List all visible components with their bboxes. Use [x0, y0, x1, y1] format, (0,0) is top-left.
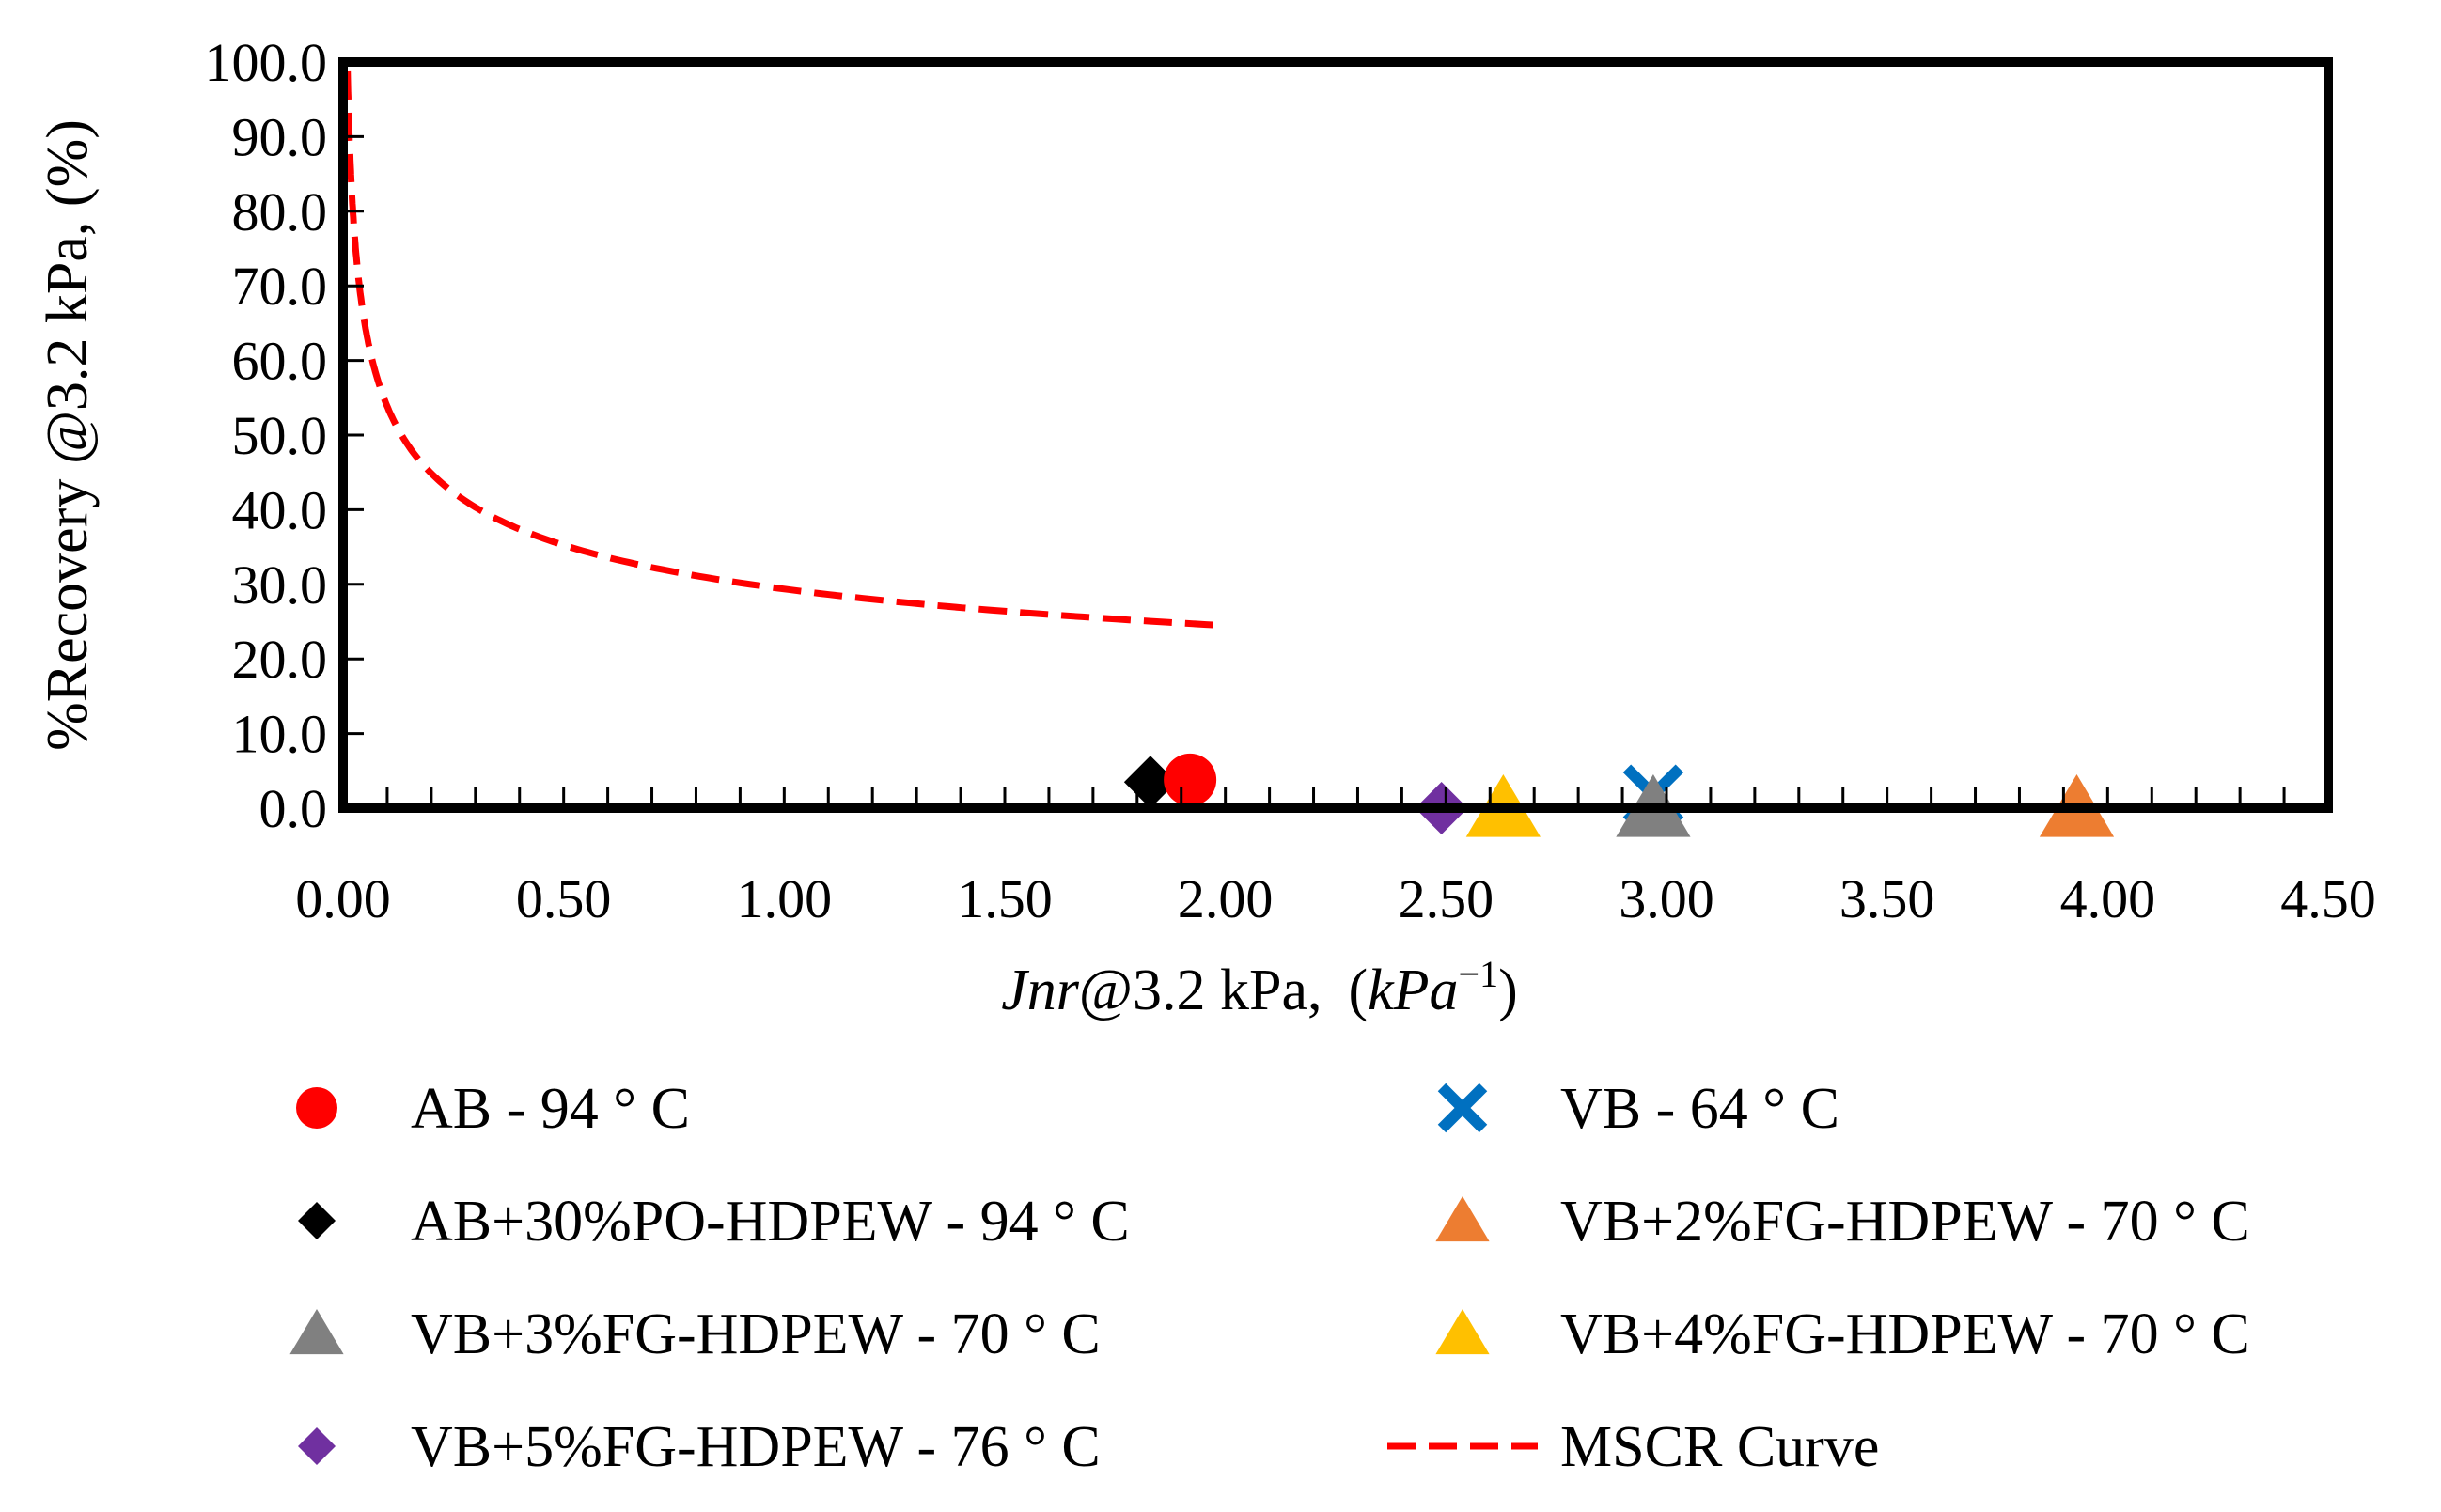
y-tick-label: 30.0: [232, 554, 328, 616]
legend-item: AB+30%PO-HDPEW - 94 ° C: [298, 1190, 1130, 1254]
legend-marker: [1437, 1083, 1488, 1133]
legend-item: AB - 94 ° C: [296, 1077, 690, 1141]
y-tick-label: 70.0: [232, 256, 328, 317]
y-tick-label: 90.0: [232, 106, 328, 167]
marker-ab: [1164, 753, 1217, 806]
x-axis-title: Jnr@3.2 kPa, (kPa−1): [1001, 953, 1518, 1022]
legend: AB - 94 ° C VB - 64 ° C AB+30%PO-HDPEW - 9…: [289, 1077, 2250, 1479]
legend-item: VB+5%FG-HDPEW - 76 ° C: [298, 1415, 1101, 1479]
legend-label: VB+4%FG-HDPEW - 70 ° C: [1560, 1302, 2250, 1366]
y-tick-label: 20.0: [232, 629, 328, 690]
x-tick-label: 1.00: [737, 868, 833, 929]
legend-item: MSCR Curve: [1387, 1415, 1879, 1479]
plot-frame: [338, 57, 2333, 813]
legend-marker: [1435, 1309, 1490, 1355]
mscr-curve-layer: [344, 70, 1226, 630]
y-tick-label: 40.0: [232, 479, 328, 540]
x-tick-label: 3.50: [1839, 868, 1935, 929]
legend-label: VB+5%FG-HDPEW - 76 ° C: [411, 1415, 1101, 1479]
legend-item: VB+4%FG-HDPEW - 70 ° C: [1435, 1302, 2250, 1366]
legend-item: VB+2%FG-HDPEW - 70 ° C: [1435, 1190, 2250, 1254]
legend-item: VB+3%FG-HDPEW - 70 ° C: [289, 1302, 1101, 1366]
x-tick-label: 3.00: [1619, 868, 1714, 929]
legend-marker: [289, 1309, 344, 1355]
legend-item: VB - 64 ° C: [1437, 1077, 1839, 1141]
data-markers-layer: [1123, 753, 2115, 837]
legend-marker: [298, 1427, 336, 1465]
x-tick-label: 1.50: [957, 868, 1053, 929]
x-tick-label: 2.00: [1178, 868, 1274, 929]
legend-marker: [298, 1202, 336, 1239]
y-tick-label: 100.0: [205, 32, 328, 93]
y-tick-label: 50.0: [232, 405, 328, 466]
legend-label: VB+2%FG-HDPEW - 70 ° C: [1560, 1190, 2250, 1254]
legend-label: AB - 94 ° C: [411, 1077, 690, 1141]
x-tick-label: 4.50: [2280, 868, 2376, 929]
y-tick-label: 10.0: [232, 704, 328, 765]
axis-ticks: [341, 60, 2330, 810]
legend-marker: [296, 1087, 337, 1129]
x-tick-label: 0.50: [516, 868, 612, 929]
legend-label: VB - 64 ° C: [1560, 1077, 1839, 1141]
y-tick-labels: 0.0 10.0 20.0 30.0 40.0 50.0 60.0 70.0 80.0 90.0 1…: [205, 32, 328, 839]
x-tick-labels: 0.00 0.50 1.00 1.50 2.00 2.50 3.00 3.50 4.00 4.50: [295, 868, 2376, 929]
y-axis-title: %Recovery @3.2 kPa, (%): [36, 119, 100, 751]
legend-marker: [1435, 1196, 1490, 1242]
y-tick-label: 0.0: [259, 778, 328, 839]
legend-label: MSCR Curve: [1560, 1415, 1879, 1479]
x-tick-label: 4.00: [2060, 868, 2156, 929]
x-tick-label: 0.00: [295, 868, 391, 929]
y-tick-label: 60.0: [232, 331, 328, 392]
y-tick-label: 80.0: [232, 181, 328, 242]
x-tick-label: 2.50: [1399, 868, 1494, 929]
legend-marker-stroke-b: [1437, 1083, 1488, 1133]
legend-label: VB+3%FG-HDPEW - 70 ° C: [411, 1302, 1101, 1366]
legend-label: AB+30%PO-HDPEW - 94 ° C: [411, 1190, 1130, 1254]
mscr-curve: [344, 70, 1226, 630]
